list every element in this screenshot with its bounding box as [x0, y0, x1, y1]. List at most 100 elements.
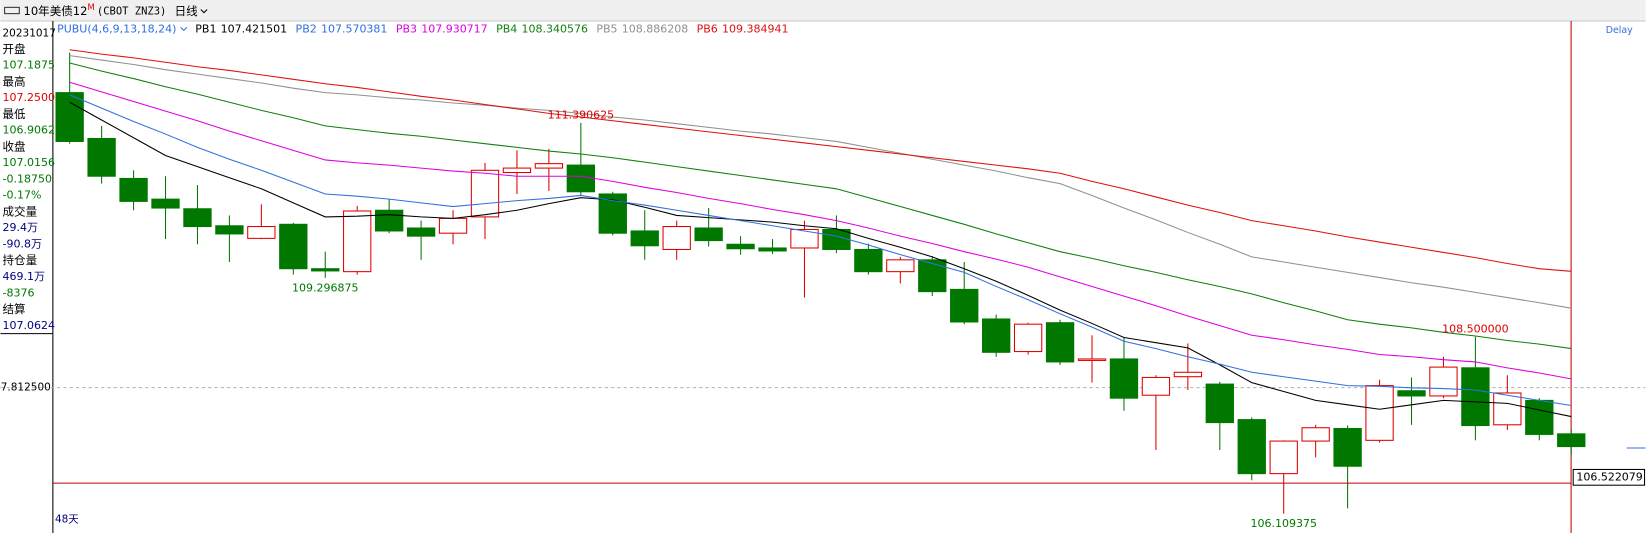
- info-value: -0.18750: [3, 172, 52, 185]
- info-value: 107.0624: [3, 319, 56, 332]
- legend-value: 107.930717: [421, 22, 487, 35]
- candle-body: [822, 228, 851, 250]
- y-tick-label: 107.812500: [0, 382, 51, 394]
- legend-name: PB5: [596, 22, 617, 35]
- info-label: 开盘: [3, 42, 27, 56]
- candle-body: [1237, 419, 1266, 475]
- legend-name: PB6: [697, 22, 718, 35]
- candle-body: [279, 223, 308, 270]
- candle-body: [662, 226, 691, 250]
- candle-body: [566, 164, 596, 193]
- legend-value: 109.384941: [722, 22, 788, 35]
- cursor-price-box: [1572, 468, 1646, 486]
- info-label: 结算: [3, 302, 26, 316]
- candle-body: [1269, 440, 1298, 475]
- annotation: 109.296875: [292, 281, 358, 294]
- info-value: 29.4万: [3, 221, 39, 234]
- legend-value: 108.340576: [521, 22, 587, 35]
- candle-body: [790, 228, 819, 249]
- candle-body: [854, 248, 883, 273]
- info-panel: 开盘 107.1875 最高 107.2500 最低 106.9062 收盘 107.0156…: [3, 42, 56, 332]
- annotation: 111.390625: [548, 109, 614, 122]
- cursor-price-label: 106.522079: [1576, 470, 1642, 483]
- candle-body: [1365, 385, 1394, 441]
- ma-line: [69, 81, 1572, 380]
- candle-body: [151, 198, 180, 209]
- candle-body: [87, 137, 116, 177]
- candle-body: [311, 268, 340, 272]
- candle-body: [438, 217, 468, 234]
- candle-body: [1205, 383, 1234, 424]
- info-date: 20231017: [3, 28, 56, 40]
- info-value: 107.2500: [3, 91, 56, 104]
- candle-body: [183, 208, 212, 228]
- candle-body: [758, 247, 787, 252]
- candle-body: [1397, 390, 1426, 397]
- chart-title: 10年美债12: [24, 4, 88, 18]
- candle-body: [982, 318, 1011, 353]
- ma-line: [69, 101, 1572, 418]
- info-value: 469.1万: [3, 270, 46, 283]
- info-value: 107.0156: [3, 156, 56, 169]
- candle-body: [1045, 322, 1075, 363]
- info-label: 最高: [3, 74, 26, 88]
- candle-body: [1141, 376, 1171, 396]
- ma-line: [69, 49, 1572, 272]
- candle-body: [1077, 358, 1107, 361]
- candle-body: [1013, 323, 1043, 353]
- candle-body: [1493, 392, 1522, 426]
- title-mark: M: [88, 2, 95, 12]
- legend-name: PB1: [195, 22, 216, 35]
- toolbar-icon[interactable]: [4, 6, 20, 15]
- candle-body: [694, 227, 723, 242]
- candle-body: [374, 209, 404, 232]
- info-value: 106.9062: [3, 124, 56, 137]
- candle-body: [343, 210, 372, 273]
- ma-line: [69, 62, 1572, 350]
- candle-body: [726, 243, 755, 250]
- candle-body: [630, 230, 659, 247]
- ma-line: [69, 55, 1572, 309]
- candle-body: [1301, 427, 1330, 442]
- candle-body: [1109, 358, 1139, 399]
- candle-body: [55, 92, 84, 142]
- legend-value: 107.570381: [321, 22, 387, 35]
- candle-body: [1173, 371, 1203, 378]
- legend-name: PB2: [296, 22, 317, 35]
- info-label: 最低: [3, 107, 27, 121]
- info-label: 收盘: [3, 139, 27, 153]
- candle-body: [215, 225, 244, 235]
- info-value: 107.1875: [3, 59, 56, 72]
- annotation: 106.109375: [1250, 517, 1316, 530]
- symbol: (CBOT ZNZ3): [97, 6, 166, 18]
- candle-body: [1461, 367, 1490, 427]
- ma-line: [69, 94, 1572, 407]
- candle-body: [950, 288, 979, 323]
- info-label: 成交量: [3, 204, 38, 218]
- info-value: -90.8万: [3, 237, 42, 250]
- candle-body: [502, 167, 532, 174]
- legend-value: 108.886208: [622, 22, 688, 35]
- candle-body: [1557, 433, 1586, 448]
- delay-label: Delay: [1606, 25, 1633, 36]
- candle-body: [918, 259, 947, 293]
- info-value: -0.17%: [3, 189, 42, 202]
- candle-body: [886, 259, 915, 273]
- candle-body: [534, 163, 564, 169]
- candle-body: [1429, 366, 1458, 397]
- info-label: 持仓量: [3, 253, 38, 267]
- candle-body: [1333, 427, 1362, 467]
- legend-name: PB3: [396, 22, 417, 35]
- candle-body: [470, 169, 500, 218]
- period[interactable]: 日线: [175, 4, 199, 18]
- legend-value: 107.421501: [221, 22, 287, 35]
- period-arrow[interactable]: [200, 9, 208, 14]
- candle-body: [119, 177, 148, 202]
- legend-indicator: PUBU(4,6,9,13,18,24): [57, 22, 176, 35]
- count-label: 48天: [55, 513, 79, 525]
- candle-body: [247, 226, 276, 239]
- info-value: -8376: [3, 286, 35, 299]
- candle-body: [406, 227, 436, 237]
